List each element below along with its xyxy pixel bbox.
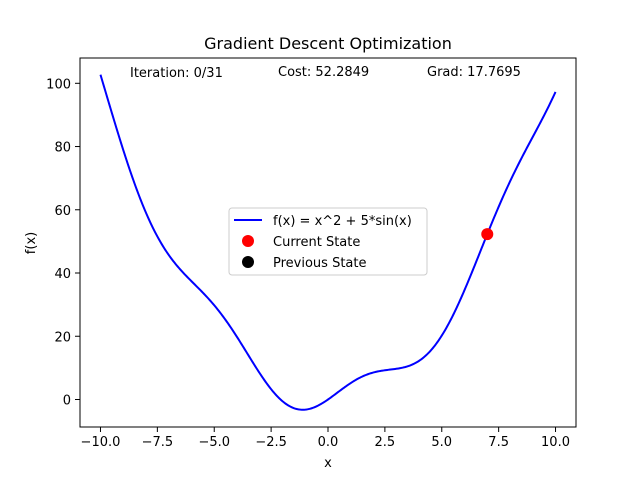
y-tick-label: 100	[46, 77, 71, 92]
legend-label-function: f(x) = x^2 + 5*sin(x)	[273, 214, 412, 229]
x-tick-label: 7.5	[488, 435, 509, 450]
function-curve	[99, 74, 557, 411]
x-tick-label: 2.5	[375, 435, 396, 450]
x-tick-label: 10.0	[541, 435, 570, 450]
current-state-point	[481, 228, 494, 241]
x-tick-label: 0.0	[318, 435, 339, 450]
y-tick-label: 60	[54, 204, 71, 219]
plot-area	[99, 74, 557, 411]
legend-label-previous: Previous State	[273, 256, 366, 271]
grad-annotation: Grad: 17.7695	[427, 65, 521, 80]
y-tick-label: 40	[54, 267, 71, 282]
chart-title: Gradient Descent Optimization	[204, 34, 452, 53]
cost-annotation: Cost: 52.2849	[278, 65, 369, 80]
x-tick-label: −2.5	[255, 435, 287, 450]
curve-layer	[99, 74, 557, 411]
legend-current-marker	[242, 235, 254, 247]
y-tick-label: 20	[54, 330, 71, 345]
marker-layer	[481, 228, 494, 241]
x-axis-ticks: −10.0 −7.5 −5.0 −2.5 0.0 2.5 5.0 7.5 10.0	[81, 427, 570, 450]
y-tick-label: 0	[63, 393, 71, 408]
x-tick-label: −5.0	[198, 435, 230, 450]
legend-label-current: Current State	[273, 235, 360, 250]
legend: f(x) = x^2 + 5*sin(x) Current State Prev…	[228, 207, 428, 276]
x-axis-label: x	[324, 456, 332, 471]
iteration-annotation: Iteration: 0/31	[130, 66, 223, 81]
x-tick-label: 5.0	[431, 435, 452, 450]
y-tick-label: 80	[54, 141, 71, 156]
y-axis-label: f(x)	[24, 232, 39, 254]
legend-frame	[228, 207, 428, 276]
x-tick-label: −10.0	[81, 435, 121, 450]
x-tick-label: −7.5	[142, 435, 174, 450]
y-axis-ticks: 0 20 40 60 80 100	[46, 77, 80, 408]
legend-previous-marker	[242, 256, 254, 268]
